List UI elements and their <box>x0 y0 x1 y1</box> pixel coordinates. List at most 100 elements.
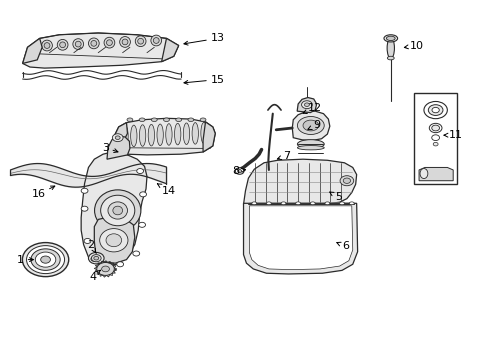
Ellipse shape <box>112 134 123 141</box>
Ellipse shape <box>130 125 137 147</box>
Polygon shape <box>112 118 215 155</box>
Ellipse shape <box>303 120 318 131</box>
Ellipse shape <box>133 251 140 256</box>
Bar <box>413 93 456 184</box>
Ellipse shape <box>157 124 163 145</box>
Text: 11: 11 <box>443 130 462 140</box>
Ellipse shape <box>386 38 394 58</box>
Polygon shape <box>203 122 215 152</box>
Ellipse shape <box>295 202 300 205</box>
Ellipse shape <box>235 168 244 174</box>
Text: 8: 8 <box>232 166 245 176</box>
Ellipse shape <box>251 202 256 205</box>
Ellipse shape <box>153 38 159 43</box>
Ellipse shape <box>106 234 122 247</box>
Ellipse shape <box>122 39 128 45</box>
Ellipse shape <box>297 117 324 134</box>
Ellipse shape <box>84 238 91 243</box>
Text: 14: 14 <box>157 184 175 196</box>
Ellipse shape <box>100 229 128 252</box>
Text: 16: 16 <box>32 186 55 199</box>
Ellipse shape <box>431 125 439 131</box>
Text: 4: 4 <box>89 270 100 282</box>
Ellipse shape <box>120 37 130 47</box>
Ellipse shape <box>117 262 123 267</box>
Ellipse shape <box>151 35 161 46</box>
Ellipse shape <box>200 118 205 122</box>
Ellipse shape <box>310 202 315 205</box>
Ellipse shape <box>419 168 427 179</box>
Ellipse shape <box>88 38 99 49</box>
Ellipse shape <box>127 118 133 122</box>
Ellipse shape <box>91 255 101 262</box>
Text: 5: 5 <box>329 192 341 202</box>
Text: 3: 3 <box>102 143 118 153</box>
Ellipse shape <box>113 206 122 215</box>
Polygon shape <box>297 98 316 113</box>
Ellipse shape <box>428 123 441 133</box>
Polygon shape <box>249 206 352 270</box>
Polygon shape <box>81 152 147 266</box>
Ellipse shape <box>140 192 146 197</box>
Text: 1: 1 <box>17 255 33 265</box>
Ellipse shape <box>301 101 312 109</box>
Ellipse shape <box>175 118 181 122</box>
Ellipse shape <box>88 252 104 264</box>
Text: 7: 7 <box>277 150 290 161</box>
Ellipse shape <box>81 188 88 193</box>
Ellipse shape <box>73 39 83 49</box>
Ellipse shape <box>106 40 112 45</box>
Polygon shape <box>112 123 127 151</box>
Ellipse shape <box>81 206 88 211</box>
Ellipse shape <box>139 125 145 146</box>
Text: 15: 15 <box>183 75 224 85</box>
Polygon shape <box>161 39 178 62</box>
Ellipse shape <box>183 123 189 144</box>
Ellipse shape <box>174 123 181 145</box>
Ellipse shape <box>122 126 128 147</box>
Ellipse shape <box>115 136 120 139</box>
Ellipse shape <box>325 202 329 205</box>
Ellipse shape <box>57 40 68 50</box>
Text: 12: 12 <box>303 103 322 113</box>
Ellipse shape <box>386 36 394 41</box>
Ellipse shape <box>165 124 172 145</box>
Ellipse shape <box>22 243 69 276</box>
Ellipse shape <box>348 202 353 205</box>
Ellipse shape <box>148 125 154 146</box>
Ellipse shape <box>94 256 99 260</box>
Ellipse shape <box>297 145 324 150</box>
Ellipse shape <box>104 37 115 48</box>
Ellipse shape <box>386 56 393 60</box>
Ellipse shape <box>339 176 353 186</box>
Text: 13: 13 <box>183 33 224 45</box>
Ellipse shape <box>41 256 50 263</box>
Ellipse shape <box>139 118 145 122</box>
Ellipse shape <box>138 39 143 44</box>
Ellipse shape <box>97 262 114 275</box>
Ellipse shape <box>26 246 64 274</box>
Ellipse shape <box>431 135 439 140</box>
Polygon shape <box>418 167 452 181</box>
Polygon shape <box>243 203 357 274</box>
Ellipse shape <box>266 202 271 205</box>
Ellipse shape <box>187 118 193 122</box>
Polygon shape <box>292 111 329 140</box>
Ellipse shape <box>163 118 169 122</box>
Ellipse shape <box>151 118 157 122</box>
Polygon shape <box>22 33 178 68</box>
Polygon shape <box>107 136 130 159</box>
Polygon shape <box>243 159 356 206</box>
Text: 10: 10 <box>404 41 424 50</box>
Ellipse shape <box>31 249 60 270</box>
Ellipse shape <box>101 195 135 226</box>
Ellipse shape <box>91 41 97 46</box>
Ellipse shape <box>94 190 141 231</box>
Text: 9: 9 <box>307 121 319 130</box>
Ellipse shape <box>423 102 447 119</box>
Ellipse shape <box>343 178 350 183</box>
Ellipse shape <box>137 168 143 174</box>
Ellipse shape <box>135 36 146 46</box>
Ellipse shape <box>41 40 52 51</box>
Ellipse shape <box>432 142 437 146</box>
